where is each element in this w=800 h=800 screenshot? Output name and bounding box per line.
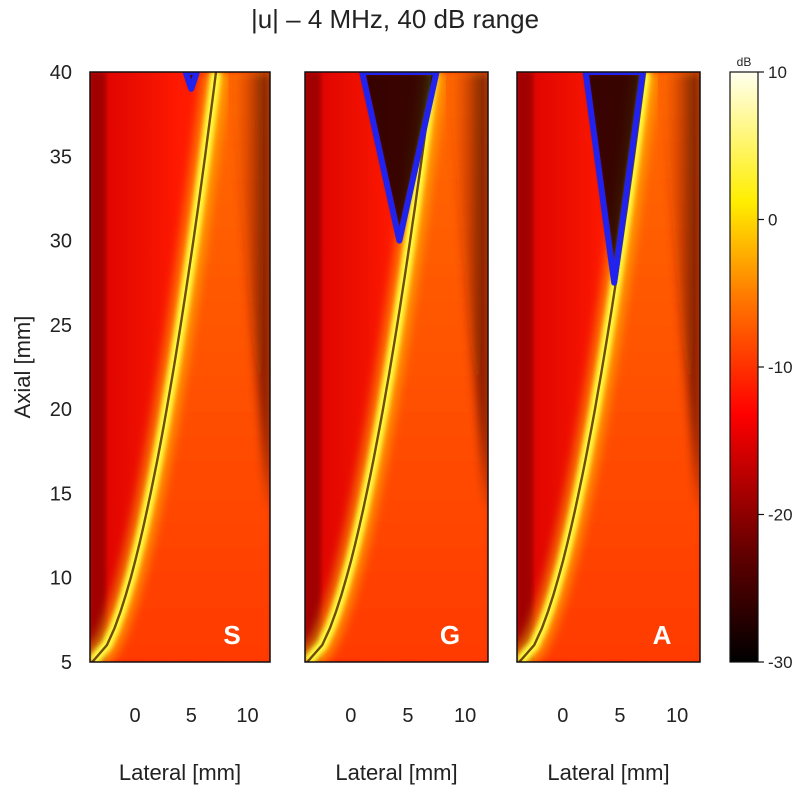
panel-frame <box>89 71 271 663</box>
contour-overlay <box>582 72 646 286</box>
y-axis-label: Axial [mm] <box>10 316 35 419</box>
x-tick-label: 0 <box>345 705 356 727</box>
x-tick-label: 5 <box>614 705 625 727</box>
y-tick-label: 15 <box>50 483 72 505</box>
colorbar: dB 10 0 -10 -20 -30 <box>729 55 793 672</box>
y-tick-label: 35 <box>50 146 72 168</box>
panel-frame <box>516 71 701 663</box>
axes-layer: S 0 5 10 Lateral [mm] 5 10 15 20 25 30 35 40 Axial [m… <box>10 62 701 785</box>
y-tick-label: 5 <box>61 652 72 674</box>
shadow-region <box>659 72 700 511</box>
x-axis-label: Lateral [mm] <box>119 760 241 785</box>
shadow-region <box>447 72 488 511</box>
colorbar-unit-label: dB <box>737 55 752 69</box>
colorbar-tick-label: 10 <box>768 63 787 82</box>
x-tick-label: 10 <box>236 705 258 727</box>
left-edge-shade <box>305 72 321 662</box>
x-tick-label: 10 <box>454 705 476 727</box>
y-tick-label: 25 <box>50 315 72 337</box>
left-edge-shade <box>90 72 106 662</box>
y-tick-label: 20 <box>50 399 72 421</box>
x-tick-label: 0 <box>557 705 568 727</box>
shadow-wedge <box>362 72 437 241</box>
x-tick-label: 0 <box>129 705 140 727</box>
heatmap-panel-A <box>517 72 700 662</box>
x-tick-label: 5 <box>186 705 197 727</box>
colorbar-tick-label: -10 <box>768 358 793 377</box>
panel-label: S <box>223 620 240 650</box>
x-axis-label: Lateral [mm] <box>547 760 669 785</box>
y-tick-label: 30 <box>50 231 72 253</box>
colorbar-tick-label: 0 <box>768 211 777 230</box>
y-tick-label: 40 <box>50 62 72 84</box>
x-tick-label: 5 <box>402 705 413 727</box>
y-tick-label: 10 <box>50 568 72 590</box>
contour-overlay <box>359 72 440 244</box>
panel-label: A <box>653 620 672 650</box>
heatmap-panel-S <box>90 72 270 662</box>
heatmap-panels <box>90 72 700 662</box>
x-tick-label: 10 <box>666 705 688 727</box>
shadow-wedge <box>585 72 643 283</box>
contour-overlay <box>182 72 200 92</box>
beam-line <box>91 72 218 662</box>
heatmap-panel-G <box>305 72 488 662</box>
panel-frame <box>304 71 489 663</box>
beam-line <box>306 72 435 662</box>
x-axis-label: Lateral [mm] <box>335 760 457 785</box>
figure-title: |u| – 4 MHz, 40 dB range <box>251 4 539 34</box>
colorbar-gradient <box>730 72 758 662</box>
left-edge-shade <box>517 72 533 662</box>
panel-label: G <box>440 620 460 650</box>
colorbar-tick-label: -20 <box>768 506 793 525</box>
shadow-region <box>230 72 270 511</box>
colorbar-tick-label: -30 <box>768 653 793 672</box>
